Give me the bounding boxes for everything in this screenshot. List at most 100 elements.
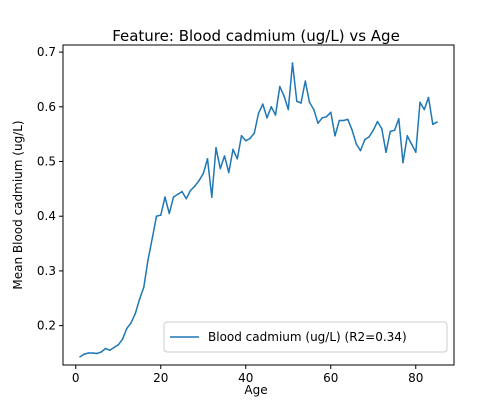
legend-label: Blood cadmium (ug/L) (R2=0.34) (208, 330, 407, 344)
data-point (274, 114, 277, 116)
x-tick-label: 80 (408, 371, 423, 385)
data-point (83, 353, 86, 355)
data-point (402, 161, 404, 164)
data-point (194, 185, 196, 187)
legend: Blood cadmium (ug/L) (R2=0.34) (163, 321, 448, 353)
data-point (79, 356, 81, 358)
data-point (198, 179, 200, 182)
x-tick-label: 20 (153, 371, 168, 385)
chart-title: Feature: Blood cadmium (ug/L) vs Age (112, 27, 400, 45)
data-point (104, 347, 107, 350)
data-point (283, 95, 285, 97)
x-axis: 0 20 40 60 80 (72, 365, 423, 385)
data-point (185, 197, 188, 200)
x-tick-label: 0 (72, 371, 80, 385)
data-point (330, 111, 332, 114)
data-point (393, 129, 396, 132)
data-point (351, 129, 353, 131)
data-point (155, 215, 158, 217)
data-point (181, 190, 183, 193)
data-point (334, 135, 336, 137)
y-tick-label: 0.2 (37, 319, 56, 333)
data-point (113, 346, 115, 349)
data-point (240, 135, 243, 137)
data-point (338, 119, 341, 122)
data-point (381, 127, 383, 130)
data-point (372, 129, 375, 132)
data-point (304, 80, 307, 82)
data-point (189, 189, 192, 192)
data-point (291, 62, 294, 64)
data-point (347, 118, 349, 121)
data-point (368, 136, 370, 138)
data-point (138, 298, 141, 301)
y-axis: 0.2 0.3 0.4 0.5 0.6 0.7 (37, 45, 63, 333)
x-tick-label: 60 (323, 371, 338, 385)
y-tick-label: 0.6 (37, 100, 56, 114)
y-tick-label: 0.4 (37, 209, 56, 223)
data-point (232, 148, 234, 151)
series-points (79, 62, 438, 358)
data-point (389, 130, 392, 133)
data-point (406, 135, 409, 137)
data-point (206, 158, 209, 160)
data-point (164, 196, 166, 198)
series-line-blood-cadmium (79, 62, 438, 358)
data-point (219, 167, 222, 170)
data-point (423, 108, 426, 111)
data-point (236, 158, 239, 160)
data-point (296, 100, 298, 103)
data-point (202, 172, 205, 175)
data-point (300, 102, 302, 104)
y-tick-label: 0.3 (37, 264, 56, 278)
data-point (376, 120, 379, 123)
data-point (287, 108, 290, 111)
data-point (321, 117, 324, 119)
data-point (249, 137, 251, 140)
data-point (228, 171, 230, 174)
data-point (270, 106, 273, 108)
data-point (172, 196, 175, 198)
data-point (342, 119, 345, 122)
legend-box (163, 321, 448, 353)
y-tick-label: 0.5 (37, 155, 56, 169)
data-point (96, 352, 98, 355)
data-point (257, 112, 260, 115)
data-point (100, 351, 103, 353)
data-point (223, 155, 226, 157)
data-point (177, 193, 179, 196)
y-tick-label: 0.7 (37, 45, 56, 59)
data-point (427, 96, 430, 99)
data-point (385, 151, 387, 153)
data-point (317, 122, 319, 124)
data-point (126, 327, 128, 330)
data-point (92, 352, 94, 354)
data-point (147, 259, 149, 261)
data-point (134, 312, 137, 315)
data-point (325, 115, 328, 118)
data-point (130, 322, 132, 324)
data-point (151, 237, 154, 239)
data-point (253, 132, 256, 134)
x-axis-label: Age (244, 383, 267, 397)
data-point (359, 149, 362, 152)
data-point (117, 344, 120, 346)
data-point (266, 117, 268, 119)
data-point (160, 214, 162, 216)
data-point (109, 349, 111, 352)
data-point (211, 196, 213, 198)
data-point (143, 286, 145, 289)
data-point (436, 121, 438, 123)
x-tick-label: 40 (238, 371, 253, 385)
data-point (87, 352, 90, 354)
data-point (355, 143, 358, 145)
plot-area (62, 44, 455, 366)
data-point (308, 101, 311, 104)
data-point (364, 138, 366, 141)
y-axis-label: Mean Blood cadmium (ug/L) (11, 120, 25, 289)
data-point (279, 85, 281, 88)
data-point (168, 212, 171, 215)
data-point (121, 338, 124, 341)
data-point (313, 108, 315, 111)
